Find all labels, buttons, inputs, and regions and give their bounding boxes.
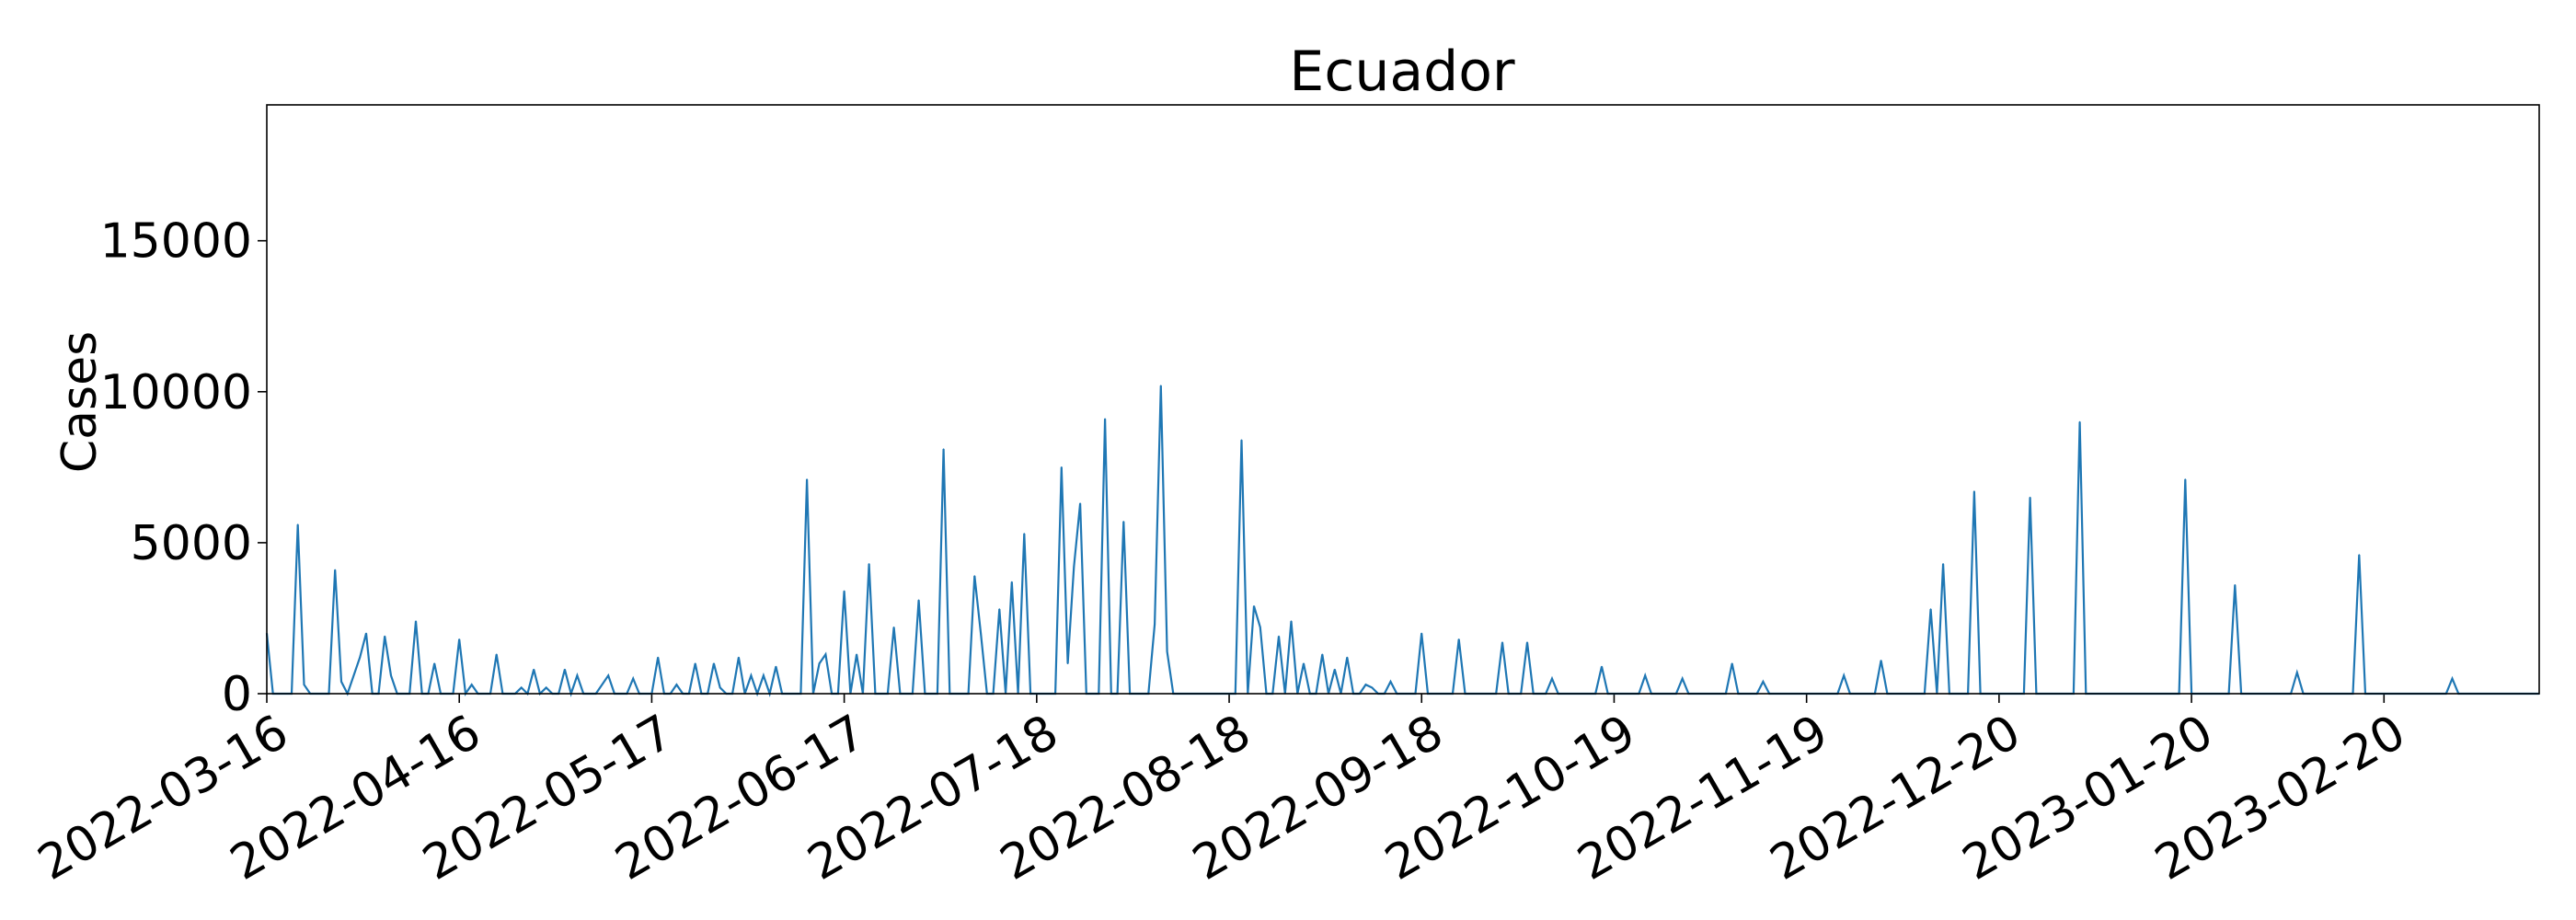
data-point — [973, 575, 976, 577]
data-point — [1601, 665, 1603, 668]
data-point — [998, 608, 1001, 610]
data-point — [980, 632, 982, 635]
data-point — [340, 681, 342, 683]
data-point — [1843, 674, 1845, 677]
data-point — [1880, 660, 1882, 661]
data-point — [2358, 554, 2361, 556]
data-point — [1079, 502, 1081, 504]
data-point — [806, 478, 808, 480]
data-point — [632, 677, 634, 680]
data-point — [818, 662, 821, 664]
data-point — [1334, 668, 1336, 671]
data-point — [694, 662, 696, 664]
data-point — [303, 684, 305, 685]
data-point — [1681, 677, 1684, 680]
data-point — [607, 674, 609, 677]
data-point — [1104, 418, 1106, 420]
data-point — [1259, 627, 1261, 628]
data-point — [576, 674, 579, 677]
data-point — [1073, 566, 1075, 568]
data-point — [1526, 641, 1528, 643]
data-point — [458, 638, 461, 640]
data-point — [2029, 496, 2031, 499]
data-point — [2078, 420, 2081, 423]
data-point — [296, 523, 299, 525]
data-point — [415, 620, 417, 622]
data-point — [1501, 641, 1503, 643]
plot-area — [265, 385, 2540, 698]
y-tick-label: 0 — [222, 667, 252, 722]
data-point — [1364, 684, 1367, 685]
data-point — [750, 674, 753, 677]
data-point — [1389, 681, 1392, 683]
y-tick-label: 10000 — [100, 365, 252, 420]
series-points — [266, 385, 2540, 695]
data-point — [2296, 672, 2298, 673]
y-axis: 0 5000 10000 15000 — [100, 214, 267, 722]
y-tick-label: 15000 — [100, 214, 252, 270]
data-point — [390, 674, 392, 677]
data-point — [2234, 584, 2237, 586]
data-point — [1122, 521, 1125, 523]
data-point — [533, 668, 535, 671]
data-point — [470, 684, 473, 685]
data-point — [1154, 623, 1156, 626]
data-point — [1066, 662, 1069, 664]
data-point — [675, 684, 678, 685]
data-point — [2184, 478, 2187, 480]
data-point — [1644, 674, 1646, 677]
data-point — [1253, 605, 1255, 607]
data-point — [334, 569, 337, 571]
data-point — [1290, 620, 1293, 622]
data-point — [545, 686, 547, 689]
data-point — [359, 656, 362, 659]
data-point — [1551, 677, 1553, 680]
data-point — [1160, 385, 1162, 387]
data-point — [2451, 677, 2454, 680]
data-point — [1240, 439, 1243, 442]
x-axis: 2022-03-162022-04-162022-05-172022-06-17… — [29, 694, 2415, 891]
data-point — [917, 599, 920, 602]
data-point — [942, 448, 945, 451]
data-point — [1371, 686, 1374, 689]
data-point — [738, 656, 740, 659]
data-point — [1942, 563, 1944, 565]
data-point — [564, 668, 566, 671]
data-point — [1061, 466, 1063, 468]
data-point — [713, 662, 715, 664]
plot-frame — [266, 104, 2540, 695]
data-point — [384, 635, 386, 638]
data-point — [1420, 632, 1422, 635]
data-point — [824, 653, 827, 656]
y-axis-label: Cases — [52, 331, 108, 473]
data-point — [763, 674, 765, 677]
data-point — [1278, 635, 1280, 638]
series-line-0 — [265, 385, 2539, 698]
data-point — [719, 686, 721, 689]
data-point — [775, 665, 777, 668]
data-point — [520, 686, 523, 689]
data-point — [1011, 581, 1013, 583]
data-point — [1929, 608, 1932, 610]
data-point — [1762, 681, 1765, 683]
data-point — [1166, 650, 1168, 652]
data-point — [1731, 662, 1733, 664]
data-point — [433, 662, 436, 664]
data-point — [1321, 653, 1324, 656]
data-point — [1346, 656, 1349, 659]
data-point — [1303, 662, 1305, 664]
data-point — [868, 563, 870, 565]
data-point — [856, 653, 857, 656]
chart-title: Ecuador — [1289, 40, 1514, 104]
y-tick-label: 5000 — [131, 516, 252, 571]
data-point — [1457, 638, 1460, 640]
data-point — [495, 653, 498, 656]
data-point — [1023, 533, 1026, 535]
data-point — [892, 627, 895, 628]
data-point — [657, 656, 659, 659]
data-point — [843, 590, 845, 592]
data-point — [1973, 490, 1975, 492]
data-point — [365, 632, 367, 635]
